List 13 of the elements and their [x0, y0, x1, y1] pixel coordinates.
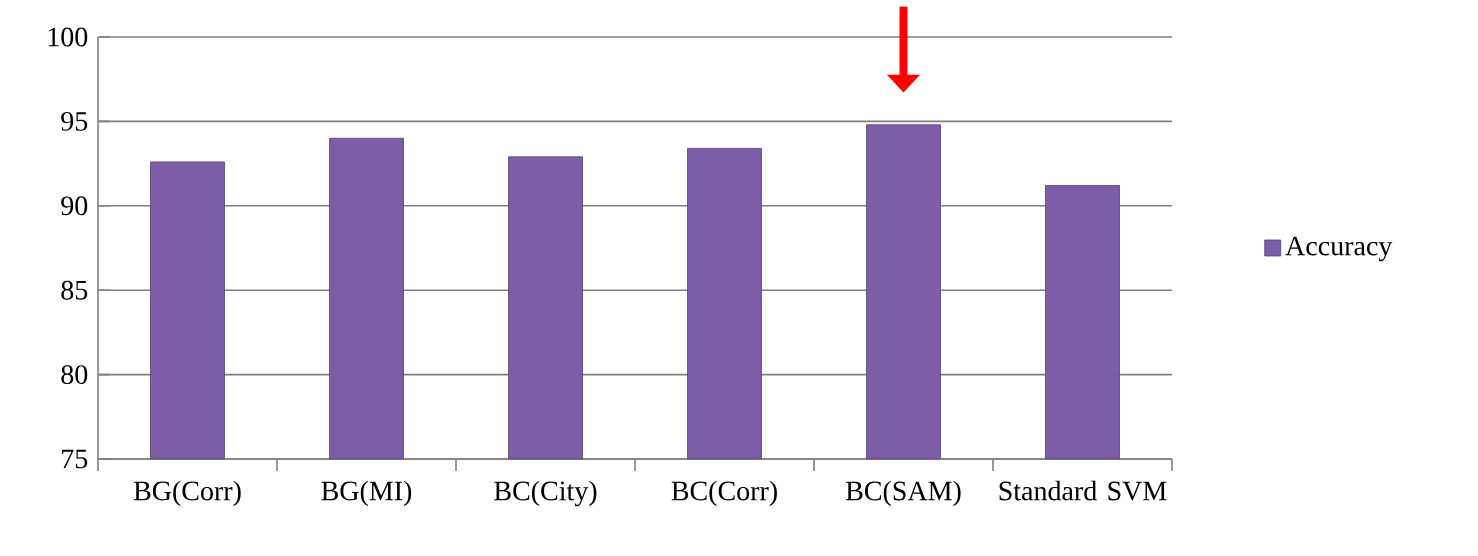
y-tick-label: 90 — [61, 196, 88, 216]
x-tick-label: BC(Corr) — [671, 480, 777, 507]
x-tick-label: BC(SAM) — [845, 480, 961, 507]
x-tick-label: BG(Corr) — [133, 480, 241, 507]
y-tick-label: 75 — [62, 449, 88, 469]
y-tick-label: 80 — [61, 365, 88, 385]
y-tick-label: 85 — [61, 280, 88, 300]
y-tick-label: 100 — [48, 27, 88, 47]
x-tick-label: BG(MI) — [321, 480, 412, 507]
legend-label: Accuracy — [1285, 236, 1393, 262]
x-tick-label: Standard SVM — [999, 480, 1167, 501]
x-tick-label: BC(City) — [494, 480, 597, 507]
y-tick-label: 95 — [61, 111, 88, 131]
